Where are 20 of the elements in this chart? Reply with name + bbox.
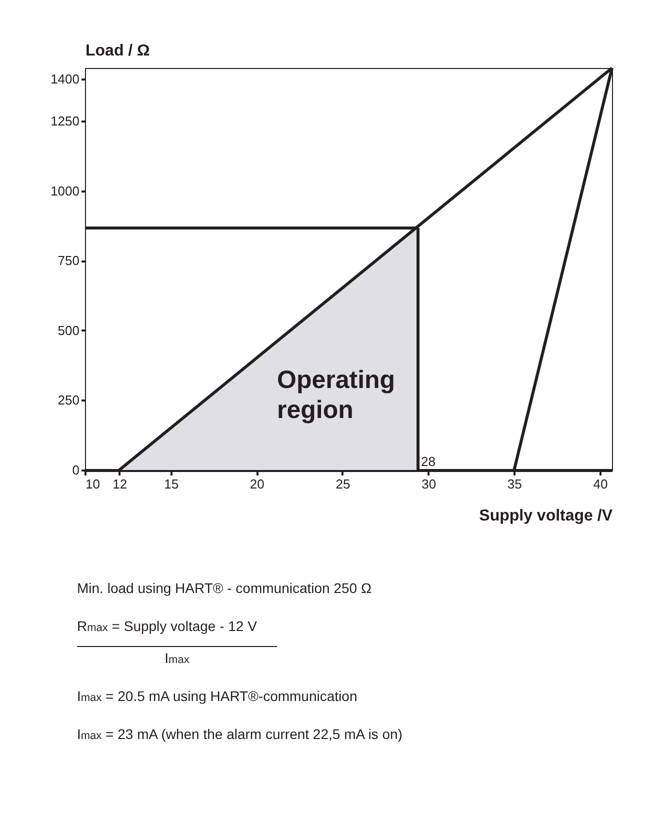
x-tick-label: 35 (507, 476, 522, 492)
y-tick-label: 1400 (50, 72, 80, 87)
annotation: Operating region (277, 366, 396, 424)
annotation: 28 (421, 454, 436, 469)
x-tick-label: 10 (86, 476, 100, 492)
x-tick-label: 20 (250, 476, 264, 492)
x-tick-label: 30 (422, 476, 436, 492)
y-tick-label: 1250 (50, 114, 80, 129)
text: Min. load using HART® - communication 250 Ω (77, 580, 372, 596)
x-tick-label: 25 (336, 476, 350, 492)
x-axis-title: Supply voltage /V (479, 508, 613, 524)
y-tick-label: 750 (58, 253, 80, 268)
y-axis-title: Load / Ω (86, 42, 150, 60)
x-tick-label: 12 (112, 476, 128, 492)
y-tick-label: 1000 (50, 183, 80, 198)
y-tick-label: 250 (58, 392, 80, 408)
x-tick-label: 15 (164, 476, 179, 492)
y-tick-label: 500 (58, 322, 80, 338)
x-tick-label: 40 (593, 476, 608, 492)
y-tick-label: 0 (72, 462, 80, 478)
